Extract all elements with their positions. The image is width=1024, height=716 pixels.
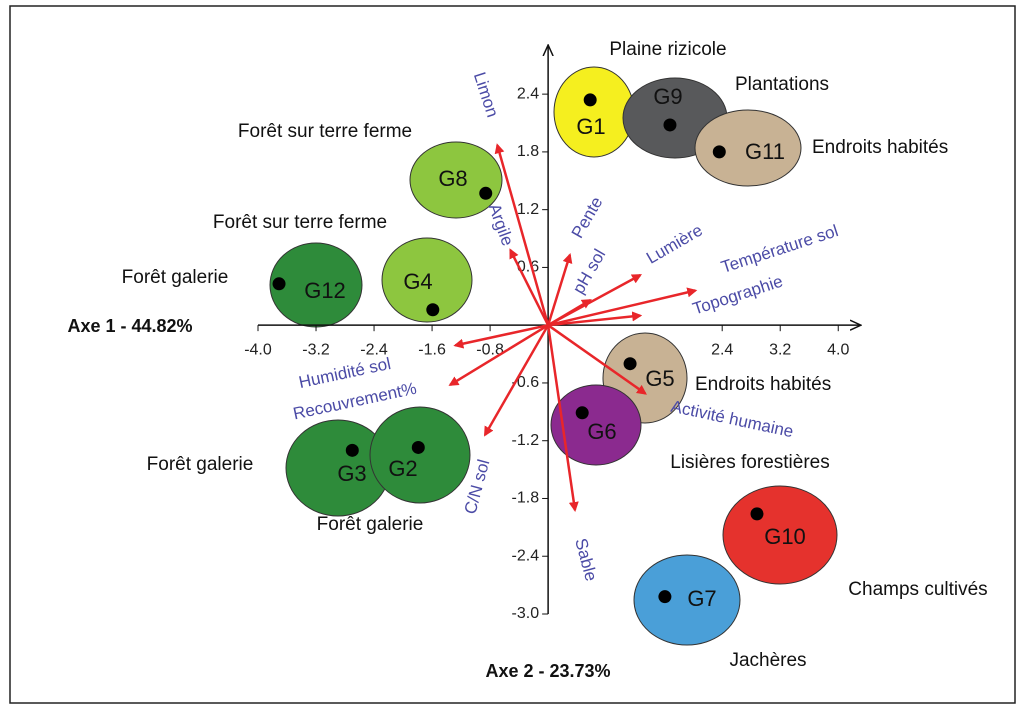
vector-label: Argile: [485, 201, 518, 248]
vector-arrow: [547, 324, 647, 395]
y-tick-label: 2.4: [517, 85, 539, 102]
group-point: [345, 443, 359, 457]
y-tick-label: 1.2: [517, 201, 539, 218]
habitat-label: Endroits habités: [695, 374, 831, 395]
group-point: [750, 507, 764, 521]
frame: [9, 5, 1016, 704]
group-ellipse: [381, 237, 473, 323]
vector-label: Topographie: [690, 272, 785, 319]
vector-label: Sable: [571, 536, 601, 583]
vector-arrow: [453, 323, 549, 349]
vector-arrow: [547, 311, 643, 327]
vector-label: Température sol: [719, 221, 841, 277]
vector-label: Limon: [470, 70, 502, 120]
x-axis-label: Axe 1 - 44.82%: [67, 316, 192, 336]
group-point: [575, 406, 589, 420]
x-tick-label: -1.6: [418, 341, 446, 358]
group-label: G6: [587, 419, 616, 444]
group-ellipse: [694, 109, 802, 187]
habitat-label: Plaine rizicole: [609, 39, 726, 60]
group-point: [411, 440, 425, 454]
x-tick-label: 4.0: [827, 341, 849, 358]
y-tick-label: -1.8: [512, 490, 540, 507]
group-label: G12: [304, 278, 346, 303]
y-axis-label: Axe 2 - 23.73%: [485, 661, 610, 681]
vector-label: pH sol: [569, 246, 610, 297]
vector-label: Lumière: [643, 221, 706, 268]
group-point: [479, 186, 493, 200]
group-ellipse: [553, 66, 635, 158]
habitat-label: Jachères: [729, 650, 806, 671]
x-tick-label: -3.2: [302, 341, 330, 358]
vector-arrow: [546, 252, 573, 326]
group-point: [712, 145, 726, 159]
group-label: G3: [337, 461, 366, 486]
x-tick-label: 2.4: [711, 341, 733, 358]
vector-arrow: [483, 324, 550, 437]
x-tick-label: 3.2: [769, 341, 791, 358]
habitat-label: Plantations: [735, 74, 829, 95]
group-ellipse: [633, 554, 741, 646]
habitat-label: Champs cultivés: [848, 579, 987, 600]
group-point: [663, 118, 677, 132]
group-label: G2: [388, 456, 417, 481]
group-ellipse: [550, 384, 642, 466]
group-point: [623, 357, 637, 371]
group-ellipse: [369, 406, 471, 504]
group-point: [426, 303, 440, 317]
group-label: G1: [576, 114, 605, 139]
group-point: [658, 590, 672, 604]
habitat-label: Forêt sur terre ferme: [213, 212, 387, 233]
vector-arrow: [547, 274, 642, 327]
vector-arrow: [448, 324, 549, 386]
group-label: G9: [653, 84, 682, 109]
habitat-label: Lisières forestières: [670, 452, 829, 473]
x-tick-label: -0.8: [476, 341, 504, 358]
vector-arrow: [547, 287, 698, 327]
group-point: [583, 93, 597, 107]
vector-arrow: [546, 325, 579, 513]
y-tick-label: -1.2: [512, 432, 540, 449]
habitat-label: Endroits habités: [812, 137, 948, 158]
vector-arrow: [509, 248, 550, 326]
y-tick-label: -2.4: [512, 547, 540, 564]
group-label: G10: [764, 524, 806, 549]
x-tick-label: -4.0: [244, 341, 272, 358]
vector-arrow: [494, 143, 550, 326]
group-ellipse: [409, 141, 503, 219]
group-label: G8: [438, 166, 467, 191]
group-label: G11: [745, 139, 785, 164]
vector-label: Pente: [568, 194, 607, 242]
group-label: G4: [403, 269, 432, 294]
vector-label: Activité humaine: [669, 397, 795, 442]
habitat-label: Forêt galerie: [122, 267, 229, 288]
y-tick-label: 1.8: [517, 143, 539, 160]
habitat-label: Forêt galerie: [317, 514, 424, 535]
habitat-label: Forêt sur terre ferme: [238, 121, 412, 142]
habitat-label: Forêt galerie: [147, 454, 254, 475]
y-tick-label: -3.0: [512, 605, 540, 622]
group-label: G5: [645, 366, 674, 391]
group-label: G7: [687, 586, 716, 611]
x-tick-label: -2.4: [360, 341, 388, 358]
group-point: [272, 277, 286, 291]
